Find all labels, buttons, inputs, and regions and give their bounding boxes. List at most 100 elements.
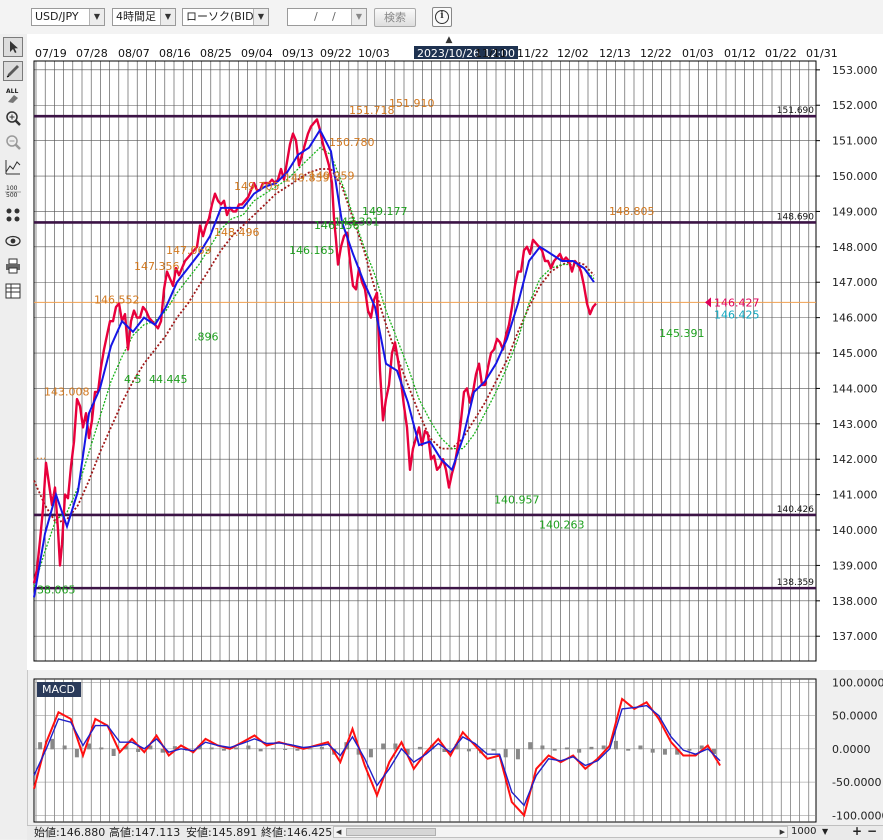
histogram-bar xyxy=(564,747,569,750)
swing-price-label: 148.805 xyxy=(609,205,655,218)
indicator-tool[interactable] xyxy=(3,157,23,177)
swing-price-label: ... xyxy=(36,449,47,462)
visibility-tool[interactable] xyxy=(3,231,23,251)
swing-price-label: 147.069 xyxy=(166,244,212,257)
zoom-minus-button[interactable]: − xyxy=(866,824,878,838)
price-line xyxy=(32,118,597,584)
histogram-bar xyxy=(111,748,116,756)
histogram-bar xyxy=(589,746,594,750)
swing-price-label: 143.301 xyxy=(334,216,380,229)
macd-y-tick-label: -50.0000 xyxy=(832,776,881,789)
shapes-tool[interactable] xyxy=(3,205,23,225)
x-tick-label: 09/13 xyxy=(282,47,314,60)
macd-line xyxy=(33,697,721,818)
eraser-all-label: ALL xyxy=(6,88,18,95)
swing-price-label: 145.391 xyxy=(659,327,705,340)
y-tick-label: 139.000 xyxy=(832,559,878,572)
date-input[interactable]: / / ▼ xyxy=(287,8,367,26)
price-chart[interactable]: ▲ 07/19 07/28 08/07 08/16 08/25 09/04 09/13 09/2… xyxy=(27,34,883,825)
histogram-bar xyxy=(148,745,153,750)
histogram-bar xyxy=(209,747,214,750)
histogram-bar xyxy=(613,740,618,750)
histogram-bar xyxy=(50,738,55,750)
zoom-in-tool[interactable] xyxy=(3,109,23,129)
zoom-in-icon xyxy=(6,111,21,126)
histogram-bar xyxy=(99,747,104,750)
zoom-plus-button[interactable]: + xyxy=(851,824,863,838)
macd-vertical-grid xyxy=(35,679,810,822)
histogram-bar xyxy=(258,748,263,752)
horizontal-level-label: 151.690 xyxy=(777,106,814,116)
timeframe-select[interactable]: 4時間足 ▼ xyxy=(112,8,176,26)
info-icon: i xyxy=(435,10,449,24)
y-tick-label: 140.000 xyxy=(832,524,878,537)
eye-icon xyxy=(5,235,21,247)
horizontal-level-label: 140.426 xyxy=(777,505,814,515)
chevron-down-icon[interactable]: ▼ xyxy=(160,9,175,25)
swing-price-label: 149.959 xyxy=(309,170,355,183)
swing-price-label: 140.263 xyxy=(539,518,585,531)
print-tool[interactable] xyxy=(3,256,23,276)
histogram-bar xyxy=(699,745,704,750)
swing-price-label: 148.496 xyxy=(214,226,260,239)
swing-price-label: 146.165 xyxy=(289,244,335,257)
histogram-bar xyxy=(626,748,631,751)
histogram-bar xyxy=(491,748,496,751)
histogram-bar xyxy=(136,748,141,752)
y-tick-label: 152.000 xyxy=(832,99,878,112)
y-tick-label: 142.000 xyxy=(832,453,878,466)
info-button[interactable]: i xyxy=(432,7,452,27)
chevron-down-icon[interactable]: ▼ xyxy=(253,9,268,25)
chart-type-select[interactable]: ローソク(BID) ▼ xyxy=(182,8,269,26)
x-tick-label: 07/19 xyxy=(35,47,67,60)
chevron-down-icon[interactable]: ▼ xyxy=(89,9,104,25)
shapes-icon xyxy=(6,208,20,222)
value-display-tool[interactable]: 100 500 xyxy=(3,181,23,201)
print-icon xyxy=(6,258,20,274)
chevron-down-icon[interactable]: ▼ xyxy=(822,827,829,836)
eraser-all-tool[interactable]: ALL xyxy=(3,85,23,105)
x-tick-label: 11/22 xyxy=(517,47,549,60)
scroll-right-icon[interactable]: ▶ xyxy=(779,828,785,836)
histogram-bar xyxy=(172,746,177,750)
x-tick-label: 12/13 xyxy=(599,47,631,60)
x-tick-label: 01/12 xyxy=(724,47,756,60)
time-scrollbar[interactable]: ◀ ▶ xyxy=(333,826,788,838)
histogram-bar xyxy=(675,748,680,755)
x-tick-label: 08/07 xyxy=(118,47,150,60)
histogram-bar xyxy=(295,748,300,751)
y-tick-label: 144.000 xyxy=(832,382,878,395)
histogram-bar xyxy=(381,743,386,750)
y-tick-label: 141.000 xyxy=(832,489,878,502)
y-tick-label: 153.000 xyxy=(832,64,878,77)
symbol-select[interactable]: USD/JPY ▼ xyxy=(31,8,105,26)
search-button[interactable]: 検索 xyxy=(374,8,416,27)
histogram-bar xyxy=(552,748,557,751)
pen-tool[interactable] xyxy=(3,61,23,81)
main-panel-bg xyxy=(27,34,883,670)
histogram-bar xyxy=(62,745,67,750)
histogram-bar xyxy=(234,747,239,750)
settings-table-tool[interactable] xyxy=(3,281,23,301)
x-tick-label: 09/22 xyxy=(320,47,352,60)
histogram-bar xyxy=(417,746,422,750)
cursor-tool[interactable] xyxy=(3,37,23,57)
histogram-bar xyxy=(454,744,459,750)
pen-icon xyxy=(6,65,19,78)
y-tick-label: 150.000 xyxy=(832,170,878,183)
x-tick-label: 12/02 xyxy=(557,47,589,60)
scroll-thumb[interactable] xyxy=(346,828,436,836)
scroll-left-icon[interactable]: ◀ xyxy=(336,828,342,836)
x-tick-label: 01/03 xyxy=(682,47,714,60)
histogram-bar xyxy=(638,745,643,750)
histogram-bar xyxy=(430,744,435,750)
chevron-down-icon[interactable]: ▼ xyxy=(351,9,366,25)
y-tick-label: 147.000 xyxy=(832,276,878,289)
ma-mid-line xyxy=(33,146,595,587)
bar-count[interactable]: 1000 xyxy=(791,826,817,837)
swing-price-label: 151.910 xyxy=(389,97,435,110)
zoom-out-tool[interactable] xyxy=(3,133,23,153)
value-top-label: 100 xyxy=(6,185,18,192)
histogram-bar xyxy=(515,748,520,760)
ask-price-label: 146.425 xyxy=(714,308,760,321)
